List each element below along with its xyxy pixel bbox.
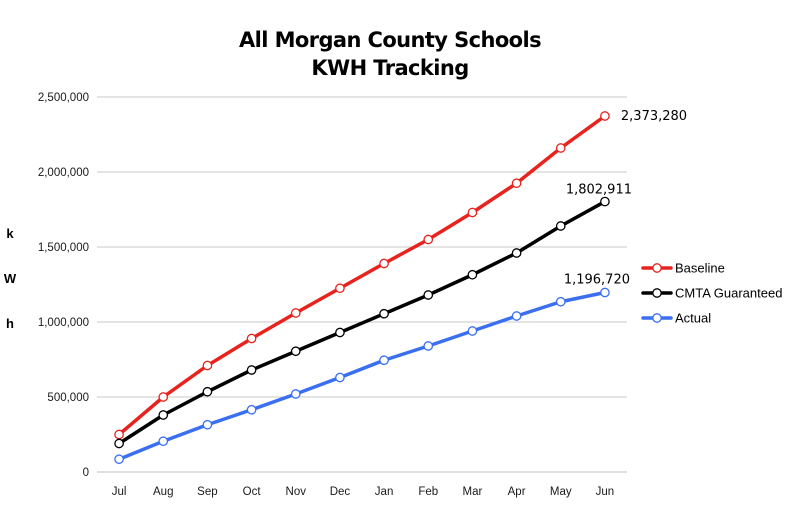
data-point [600,196,610,207]
y-tick-label: 1,500,000 [38,242,89,254]
data-label: 1,196,720 [564,272,630,287]
x-tick-label: Mar [463,486,483,498]
data-point [467,207,478,218]
data-point [335,372,345,383]
data-label: 2,373,280 [621,109,687,124]
data-point [555,221,566,231]
data-point [246,333,257,344]
data-point [158,410,169,420]
legend-swatch-marker [652,263,662,273]
data-point [555,296,566,307]
y-tick-label: 500,000 [47,392,89,404]
data-point [202,419,213,430]
data-point [335,327,345,338]
data-point [467,326,478,336]
y-tick-label: 2,000,000 [38,167,89,179]
data-point [158,392,169,402]
data-point [379,355,389,366]
data-point [202,386,213,397]
chart-subtitle: KWH Tracking [311,56,469,80]
x-tick-label: Dec [330,486,351,498]
data-point [114,429,124,440]
data-point [290,389,301,399]
x-tick-label: Nov [286,486,307,498]
x-tick-label: Aug [153,486,173,498]
data-point [379,308,389,319]
y-tick-label: 2,500,000 [38,92,89,104]
x-tick-label: Apr [508,486,526,498]
data-point [335,283,345,294]
data-point [290,308,301,318]
legend-label: Actual [675,311,711,326]
data-point [511,311,522,321]
x-tick-label: Jan [375,486,394,498]
x-tick-label: Jun [596,486,615,498]
data-point [114,438,124,449]
data-point [379,258,389,269]
series-line [117,199,607,446]
data-point [511,248,522,258]
data-point [600,287,610,298]
data-point [246,404,257,415]
x-tick-label: Feb [418,486,438,498]
x-tick-label: Jul [112,486,127,498]
data-point [114,454,124,465]
legend-swatch-marker [652,313,662,323]
x-tick-label: Sep [197,486,217,498]
legend-label: Baseline [675,261,725,276]
y-tick-label: 1,000,000 [38,317,89,329]
data-point [511,178,522,189]
data-point [423,290,434,300]
series-line [117,114,607,437]
data-point [246,365,257,375]
data-point [555,143,566,153]
x-tick-label: Oct [243,486,262,498]
data-point [290,346,301,357]
y-axis-label-k: k [6,226,14,241]
legend-label: CMTA Guaranteed [675,286,782,301]
data-point [423,234,434,245]
y-tick-label: 0 [83,467,89,479]
data-point [202,360,213,371]
y-axis-label-h: h [6,316,14,331]
x-tick-label: May [550,486,572,498]
y-axis-label-w: W [3,271,17,286]
chart-title: All Morgan County Schools [239,28,542,52]
legend-swatch-marker [652,288,662,298]
data-point [467,269,478,280]
data-label: 1,802,911 [566,183,632,198]
data-point [423,341,434,351]
data-point [600,111,610,121]
series-line [117,290,607,461]
data-point [158,436,169,447]
